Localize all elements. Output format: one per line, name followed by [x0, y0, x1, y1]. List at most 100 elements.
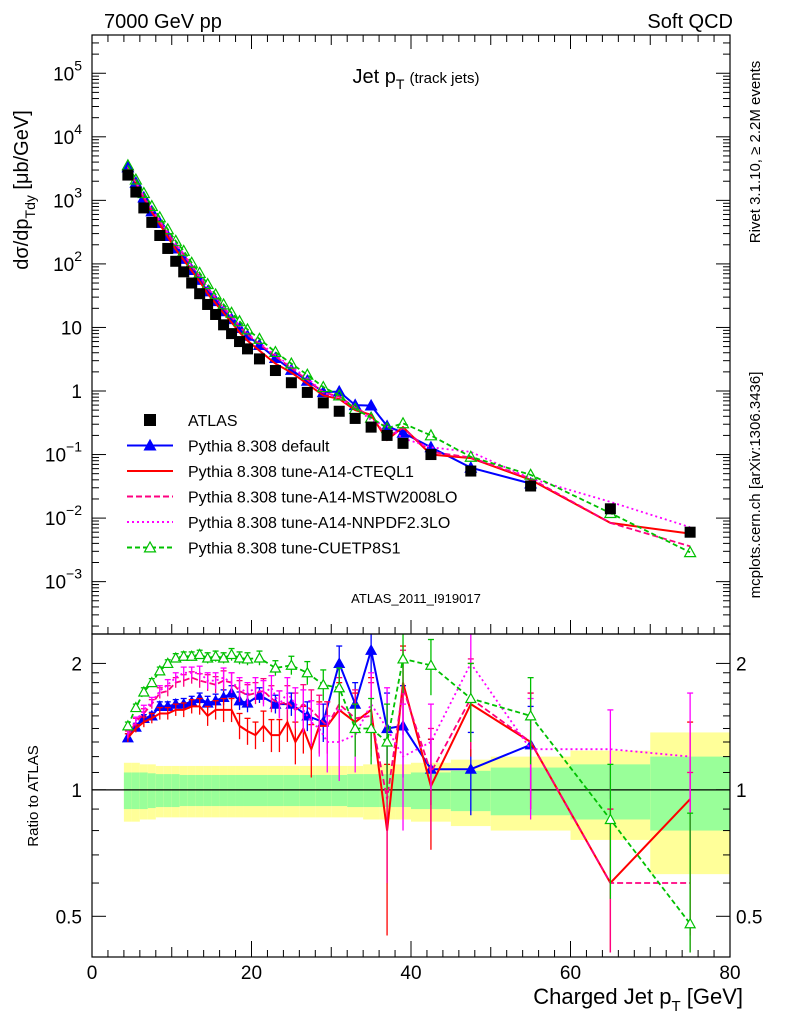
- series-point: [169, 234, 183, 246]
- series-point: [209, 287, 223, 300]
- uncertainty-band-inner: [203, 774, 212, 807]
- data-point: [365, 421, 377, 433]
- ratio-y-axis-label: Ratio to ATLAS: [25, 745, 42, 846]
- data-point: [138, 202, 150, 214]
- ratio-y-tick-label: 0.5: [56, 907, 82, 928]
- data-point: [146, 216, 158, 228]
- mcplots-label: mcplots.cern.ch [arXiv:1306.3436]: [747, 372, 764, 599]
- data-point: [122, 169, 134, 181]
- data-point: [684, 526, 696, 538]
- data-point: [465, 465, 477, 477]
- legend-label: ATLAS: [188, 413, 238, 430]
- ratio-point: [381, 735, 394, 747]
- uncertainty-band-inner: [235, 774, 244, 807]
- ratio-point: [333, 681, 346, 693]
- data-point: [242, 343, 254, 355]
- energy-label: 7000 GeV pp: [104, 11, 222, 33]
- main-y-axis-label: dσ/dpTdy [μb/GeV]: [11, 110, 38, 270]
- ratio-point: [153, 664, 166, 676]
- data-point: [194, 288, 206, 300]
- uncertainty-band-inner: [267, 774, 284, 807]
- ratio-point: [169, 651, 182, 663]
- uncertainty-band-inner: [227, 774, 236, 807]
- ratio-line: [127, 661, 691, 758]
- x-tick-label: 80: [719, 963, 740, 984]
- uncertainty-band-inner: [163, 774, 172, 808]
- uncertainty-band-inner: [139, 772, 148, 810]
- ratio-point: [201, 651, 214, 663]
- uncertainty-band-inner: [243, 774, 252, 807]
- ratio-point: [177, 650, 190, 661]
- ratio-point: [604, 813, 617, 825]
- y-tick-label: 102: [53, 248, 82, 276]
- data-point: [525, 480, 537, 492]
- ratio-point: [193, 648, 206, 660]
- ratio-y-tick-label-right: 2: [736, 654, 747, 675]
- series-point: [225, 306, 239, 318]
- uncertainty-band-inner: [315, 774, 332, 807]
- data-point: [162, 242, 174, 254]
- ratio-point: [269, 661, 282, 673]
- ratio-point: [301, 666, 314, 678]
- uncertainty-band-inner: [155, 774, 164, 808]
- uncertainty-band-inner: [171, 774, 180, 808]
- ratio-point: [185, 650, 198, 661]
- data-point: [349, 412, 361, 424]
- ratio-point: [365, 722, 378, 734]
- series-point: [284, 356, 298, 369]
- y-tick-label: 10−1: [45, 439, 82, 467]
- analysis-id-label: ATLAS_2011_I919017: [351, 591, 481, 606]
- ratio-y-tick-label-right: 1: [736, 781, 747, 802]
- uncertainty-band-inner: [347, 774, 364, 808]
- rivet-label: Rivet 3.1.10, ≥ 2.2M events: [747, 61, 764, 244]
- series-point: [240, 322, 255, 335]
- data-point: [130, 186, 142, 198]
- ratio-point: [217, 651, 230, 663]
- ratio-line: [127, 682, 691, 885]
- legend-marker: [143, 438, 157, 451]
- ratio-point: [253, 688, 266, 700]
- ratio-point: [424, 659, 437, 670]
- data-point: [397, 437, 409, 449]
- ratio-point: [397, 652, 410, 664]
- ratio-y-tick-label: 2: [71, 654, 82, 675]
- y-tick-label: 10: [61, 318, 82, 339]
- data-point: [253, 353, 265, 365]
- series-point: [424, 428, 438, 441]
- series-point: [153, 210, 167, 223]
- series-point: [201, 277, 215, 290]
- data-point: [234, 336, 246, 348]
- ratio-point: [464, 762, 477, 774]
- y-tick-label: 104: [53, 121, 82, 149]
- series-point: [683, 545, 697, 558]
- uncertainty-band-inner: [219, 774, 228, 807]
- data-point: [269, 365, 281, 377]
- x-tick-label: 0: [87, 963, 98, 984]
- series-point: [177, 244, 191, 256]
- data-point: [604, 503, 616, 515]
- ratio-line: [127, 676, 691, 884]
- uncertainty-band-inner: [131, 772, 140, 810]
- series-point: [193, 266, 207, 278]
- series-point: [300, 368, 314, 380]
- ratio-y-tick-label-right: 0.5: [736, 907, 762, 928]
- x-tick-label: 60: [560, 963, 581, 984]
- series-line: [127, 166, 531, 485]
- series-line: [127, 164, 691, 554]
- ratio-point: [225, 648, 238, 660]
- data-point: [178, 266, 190, 278]
- x-axis-label: Charged Jet pT [GeV]: [533, 984, 743, 1015]
- ratio-point: [145, 676, 158, 688]
- ratio-panel: 0.5 0.5 1 1 2 2 0 20 40 60 80 Ratio to ATLAS Char…: [25, 633, 762, 1015]
- uncertainty-band-inner: [187, 774, 196, 807]
- ratio-point: [129, 701, 142, 713]
- data-point: [210, 308, 222, 320]
- data-point: [317, 397, 329, 409]
- data-point: [301, 386, 313, 398]
- ratio-point: [365, 643, 378, 655]
- uncertainty-band-inner: [251, 774, 268, 807]
- x-tick-label: 20: [241, 963, 262, 984]
- series-point: [161, 222, 175, 235]
- series-point: [185, 256, 199, 268]
- data-point: [333, 405, 345, 417]
